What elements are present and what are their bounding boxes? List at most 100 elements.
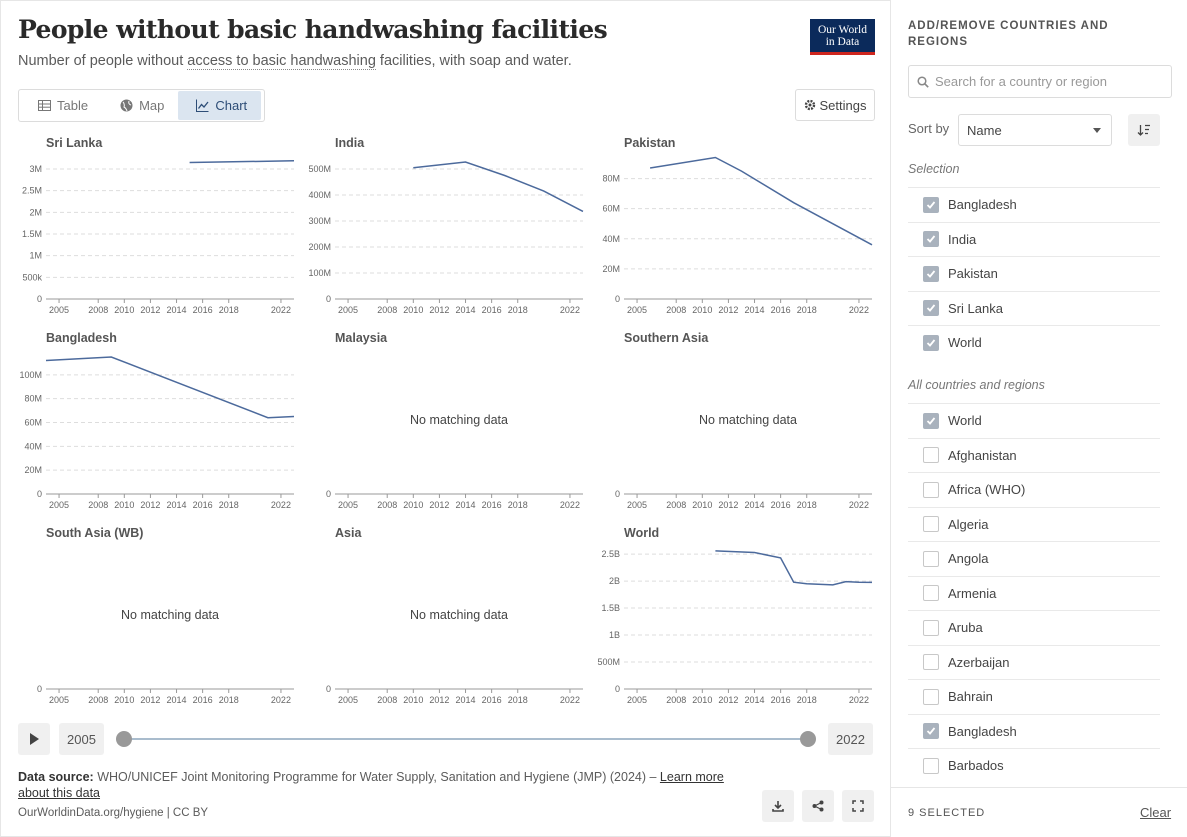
x-tick-label: 2018 (508, 500, 528, 510)
share-button[interactable] (802, 790, 834, 822)
entity-item-afghanistan[interactable]: Afghanistan (908, 437, 1160, 473)
x-tick-label: 2010 (403, 695, 423, 705)
share-icon (812, 800, 824, 812)
checkbox[interactable] (923, 481, 939, 498)
x-tick-label: 2005 (627, 305, 647, 315)
selection-item-world[interactable]: World (908, 325, 1160, 360)
y-tick-label: 2.5B (601, 549, 620, 559)
search-input[interactable] (935, 74, 1165, 89)
x-tick-label: 2010 (403, 500, 423, 510)
all-heading: All countries and regions (908, 378, 1045, 392)
checkbox[interactable] (923, 688, 939, 705)
selection-heading: Selection (908, 162, 960, 176)
timeline-end-year[interactable]: 2022 (828, 723, 873, 755)
x-tick-label: 2022 (271, 500, 291, 510)
y-tick-label: 2.5M (22, 186, 42, 196)
data-source: Data source: WHO/UNICEF Joint Monitoring… (18, 769, 758, 801)
checkbox[interactable] (923, 516, 939, 533)
settings-button[interactable]: Settings (795, 89, 875, 121)
clear-button[interactable]: Clear (1140, 805, 1172, 820)
panel-sri-lanka: Sri Lanka 2005 2008 2010 2012 2014 2016 2018 202… (22, 136, 295, 315)
subtitle-definition-link[interactable]: access to basic handwashing (187, 53, 376, 70)
selection-item-bangladesh[interactable]: Bangladesh (908, 187, 1160, 222)
checkbox[interactable] (923, 619, 939, 636)
y-tick-label: 1B (609, 630, 620, 640)
entity-item-world[interactable]: World (908, 403, 1160, 438)
sort-select[interactable]: Name (958, 114, 1112, 146)
timeline-track[interactable] (124, 738, 808, 740)
entity-item-angola[interactable]: Angola (908, 541, 1160, 576)
tab-table[interactable]: Table (20, 91, 102, 120)
source-label: Data source: (18, 770, 94, 784)
entity-item-aruba[interactable]: Aruba (908, 610, 1160, 645)
checkbox[interactable] (923, 265, 939, 282)
selection-item-pakistan[interactable]: Pakistan (908, 256, 1160, 291)
entity-item-bahrain[interactable]: Bahrain (908, 679, 1160, 714)
sort-order-button[interactable] (1128, 114, 1160, 146)
x-tick-label: 2008 (88, 500, 108, 510)
x-tick-label: 2008 (666, 305, 686, 315)
x-tick-label: 2005 (49, 305, 69, 315)
search-box[interactable] (908, 65, 1172, 98)
checkbox[interactable] (923, 300, 939, 317)
play-button[interactable] (18, 723, 50, 755)
panel-title: Pakistan (624, 136, 675, 150)
tab-map[interactable]: Map (102, 91, 178, 120)
panel-title: South Asia (WB) (46, 526, 143, 540)
entity-item-barbados[interactable]: Barbados (908, 748, 1160, 783)
x-tick-label: 2005 (627, 695, 647, 705)
entity-item-africa-who[interactable]: Africa (WHO) (908, 472, 1160, 507)
page-title: People without basic handwashing facilit… (18, 15, 608, 44)
settings-label: Settings (819, 97, 867, 113)
selection-item-india[interactable]: India (908, 221, 1160, 257)
y-tick-label: 3M (29, 164, 42, 174)
no-data-message: No matching data (410, 413, 508, 427)
checkbox[interactable] (923, 723, 939, 740)
y-tick-label: 0 (37, 684, 42, 694)
x-tick-label: 2005 (49, 500, 69, 510)
owid-logo[interactable]: Our World in Data (810, 19, 875, 55)
checkbox[interactable] (923, 585, 939, 602)
fullscreen-button[interactable] (842, 790, 874, 822)
selection-item-sri-lanka[interactable]: Sri Lanka (908, 290, 1160, 326)
entity-item-label: Angola (948, 551, 989, 567)
x-tick-label: 2012 (429, 305, 449, 315)
selected-count: 9 SELECTED (908, 807, 986, 819)
sort-label: Sort by (908, 121, 950, 136)
panel-bangladesh: Bangladesh 2005 2008 2010 2012 2014 2016 2018 20… (19, 331, 295, 510)
timeline-end-handle[interactable] (800, 731, 816, 747)
table-icon (38, 100, 51, 111)
sort-order-icon (1137, 124, 1150, 136)
sort-value: Name (967, 122, 1002, 138)
entity-item-label: Afghanistan (948, 447, 1017, 463)
checkbox[interactable] (923, 654, 939, 671)
y-tick-label: 400M (308, 190, 331, 200)
y-tick-label: 0 (326, 489, 331, 499)
checkbox[interactable] (923, 550, 939, 567)
checkbox[interactable] (923, 196, 939, 213)
entity-item-armenia[interactable]: Armenia (908, 575, 1160, 611)
panel-southern-asia: Southern Asia 2005 2008 2010 2012 2014 2016 201… (615, 331, 872, 510)
checkbox[interactable] (923, 231, 939, 248)
checkbox[interactable] (923, 334, 939, 351)
selection-item-label: World (948, 335, 982, 351)
entity-item-azerbaijan[interactable]: Azerbaijan (908, 644, 1160, 680)
entity-item-bangladesh[interactable]: Bangladesh (908, 713, 1160, 749)
entity-item-algeria[interactable]: Algeria (908, 506, 1160, 542)
download-button[interactable] (762, 790, 794, 822)
entity-item-label: Bahrain (948, 689, 993, 705)
y-tick-label: 60M (24, 418, 42, 428)
tab-chart[interactable]: Chart (178, 91, 262, 120)
selection-item-label: Sri Lanka (948, 300, 1003, 316)
x-tick-label: 2008 (666, 695, 686, 705)
checkbox[interactable] (923, 757, 939, 774)
x-tick-label: 2014 (167, 305, 187, 315)
x-tick-label: 2022 (849, 305, 869, 315)
learn-more-link[interactable]: Learn more about this data (18, 770, 724, 800)
panel-south-asia-wb: South Asia (WB) 2005 2008 2010 2012 2014 2016 2… (37, 526, 294, 705)
timeline-start-year[interactable]: 2005 (59, 723, 104, 755)
timeline-start-handle[interactable] (116, 731, 132, 747)
series-line-pakistan (649, 156, 873, 246)
checkbox[interactable] (923, 447, 939, 464)
checkbox[interactable] (923, 412, 939, 429)
